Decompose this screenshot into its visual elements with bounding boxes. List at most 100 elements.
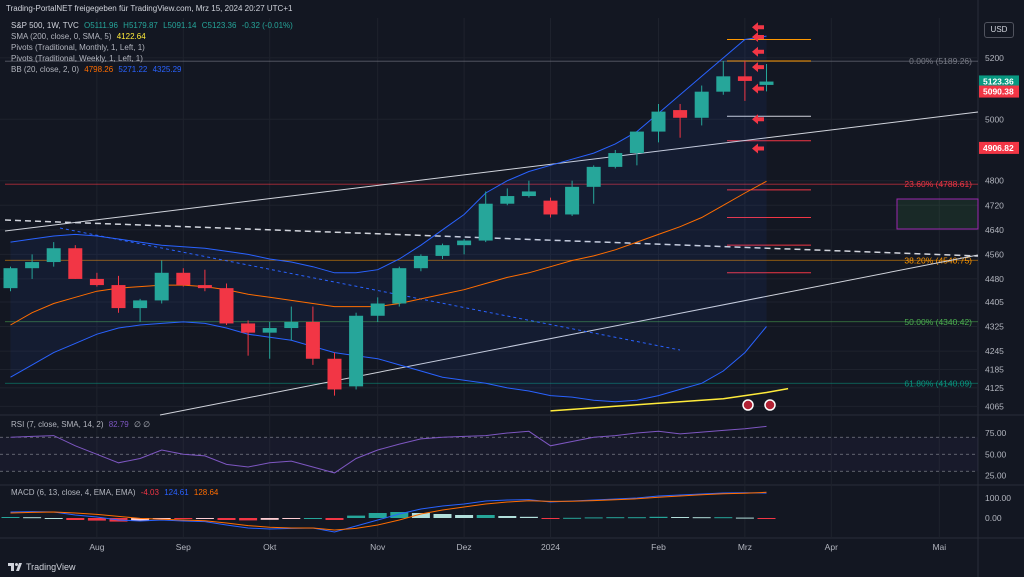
arrow-left-icon [752,46,764,57]
time-axis[interactable]: Aug Sep Okt Nov Dez 2024 Feb Mrz Apr Mai [89,542,946,552]
us-flag-icon [742,399,754,411]
annotation-arrows [752,22,764,154]
candle-body[interactable] [3,268,18,289]
candlesticks[interactable] [3,60,774,396]
candle-body[interactable] [46,248,61,263]
candle-body[interactable] [457,240,472,246]
candle-body[interactable] [197,285,212,289]
macd-histogram-bar [584,517,603,519]
tradingview-brand[interactable]: TradingView [8,562,76,572]
candle-body[interactable] [694,91,709,118]
candle-body[interactable] [327,358,342,390]
fib-level-label: 50.00% (4340.42) [904,317,972,327]
macd-histogram-bar [239,518,258,521]
rsi-tick-label: 25.00 [985,471,1007,481]
candle-body[interactable] [413,255,428,269]
macd-histogram-bar [260,518,279,520]
candle-body[interactable] [392,268,407,304]
macd-histogram-bar [44,518,63,519]
fibonacci-levels: 0.00% (5189.26) 23.60% (4788.61) 38.20% (4… [5,56,978,388]
candle-body[interactable] [370,303,385,316]
arrow-left-icon [752,22,764,33]
time-tick-label: Apr [825,542,838,552]
candle-body[interactable] [349,315,364,387]
ohlc-change: -0.32 (-0.01%) [241,21,293,30]
bb-fill [10,36,767,402]
bb-upper-line [10,35,767,274]
price-tick-label: 5200 [985,53,1004,63]
price-axis[interactable]: 5200 5000 4800 4720 4640 4560 4480 4405 4325 4245… [979,53,1019,411]
macd-histogram-bar [325,518,344,520]
macd-label: MACD (6, 13, close, 4, EMA, EMA) [11,488,136,497]
candle-body[interactable] [543,200,558,215]
candle-body[interactable] [737,76,752,81]
symbol-name[interactable]: S&P 500, 1W, TVC [11,21,79,30]
candle-body[interactable] [176,272,191,286]
price-tick-label: 4800 [985,176,1004,186]
time-tick-label: Aug [89,542,104,552]
bb-lower-line [10,321,767,403]
macd-histogram-bar [195,518,214,519]
legend-pivots-weekly[interactable]: Pivots (Traditional, Weekly, 1, Left, 1) [11,54,146,63]
candle-body[interactable] [89,278,104,286]
time-tick-label: Mrz [738,542,752,552]
price-badge-label: 5123.36 [983,76,1014,86]
macd-histogram-bar [87,518,106,521]
candle-body[interactable] [25,262,40,269]
price-tick-label: 4065 [985,401,1004,411]
price-tick-label: 4185 [985,364,1004,374]
candle-body[interactable] [673,110,688,118]
legend-macd[interactable]: MACD (6, 13, close, 4, EMA, EMA) -4.03 1… [11,488,221,497]
candle-body[interactable] [241,323,256,333]
time-tick-label: Sep [176,542,191,552]
candle-body[interactable] [305,321,320,359]
legend-rsi[interactable]: RSI (7, close, SMA, 14, 2) 82.79 ∅ ∅ [11,420,153,429]
rsi-pane[interactable]: 75.00 50.00 25.00 [0,425,1007,481]
macd-histogram-bar [411,513,430,518]
macd-signal-value: 128.64 [193,488,219,497]
candle-body[interactable] [608,153,623,167]
legend-bb[interactable]: BB (20, close, 2, 0) 4798.26 5271.22 432… [11,65,185,74]
sma-label: SMA (200, close, 0, SMA, 5) [11,32,112,41]
rsi-label: RSI (7, close, SMA, 14, 2) [11,420,104,429]
upper-trendline [4,111,979,232]
candle-body[interactable] [133,300,148,309]
target-zone [896,198,979,230]
candle-body[interactable] [68,248,83,279]
candle-body[interactable] [262,328,277,333]
macd-histogram-bar [282,518,301,519]
macd-pane[interactable]: 100.00 0.00 [1,491,1012,533]
bb-label: BB (20, close, 2, 0) [11,65,80,74]
sma200-line [550,387,789,412]
candle-body[interactable] [284,321,299,329]
price-tick-label: 4560 [985,249,1004,259]
legend-pivots-monthly[interactable]: Pivots (Traditional, Monthly, 1, Left, 1… [11,43,148,52]
candle-body[interactable] [435,245,450,256]
candle-body[interactable] [500,196,515,204]
macd-line-value: 124.61 [164,488,189,497]
candle-body[interactable] [629,131,644,154]
currency-button[interactable]: USD [984,22,1014,38]
rsi-value: 82.79 [108,420,129,429]
candle-body[interactable] [478,203,493,241]
macd-histogram-bar [649,516,668,518]
candle-body[interactable] [219,288,234,324]
candle-body[interactable] [586,166,601,187]
candle-body[interactable] [111,285,126,309]
candle-body[interactable] [716,76,731,92]
candle-body[interactable] [565,186,580,215]
macd-histogram-bar [131,518,150,521]
legend-sma[interactable]: SMA (200, close, 0, SMA, 5) 4122.64 [11,32,149,41]
price-tick-label: 4125 [985,383,1004,393]
pivots-weekly-label: Pivots (Traditional, Weekly, 1, Left, 1) [11,54,143,63]
macd-histogram-bar [152,518,171,519]
candle-body[interactable] [154,272,169,301]
price-tick-label: 4325 [985,322,1004,332]
legend-symbol-row: S&P 500, 1W, TVC O5111.96 H5179.87 L5091… [11,21,296,30]
candle-body[interactable] [521,191,536,197]
candle-body[interactable] [759,81,774,85]
candle-body[interactable] [651,111,666,132]
macd-histogram-bar [627,517,646,519]
ohlc-close: C5123.36 [201,21,237,30]
